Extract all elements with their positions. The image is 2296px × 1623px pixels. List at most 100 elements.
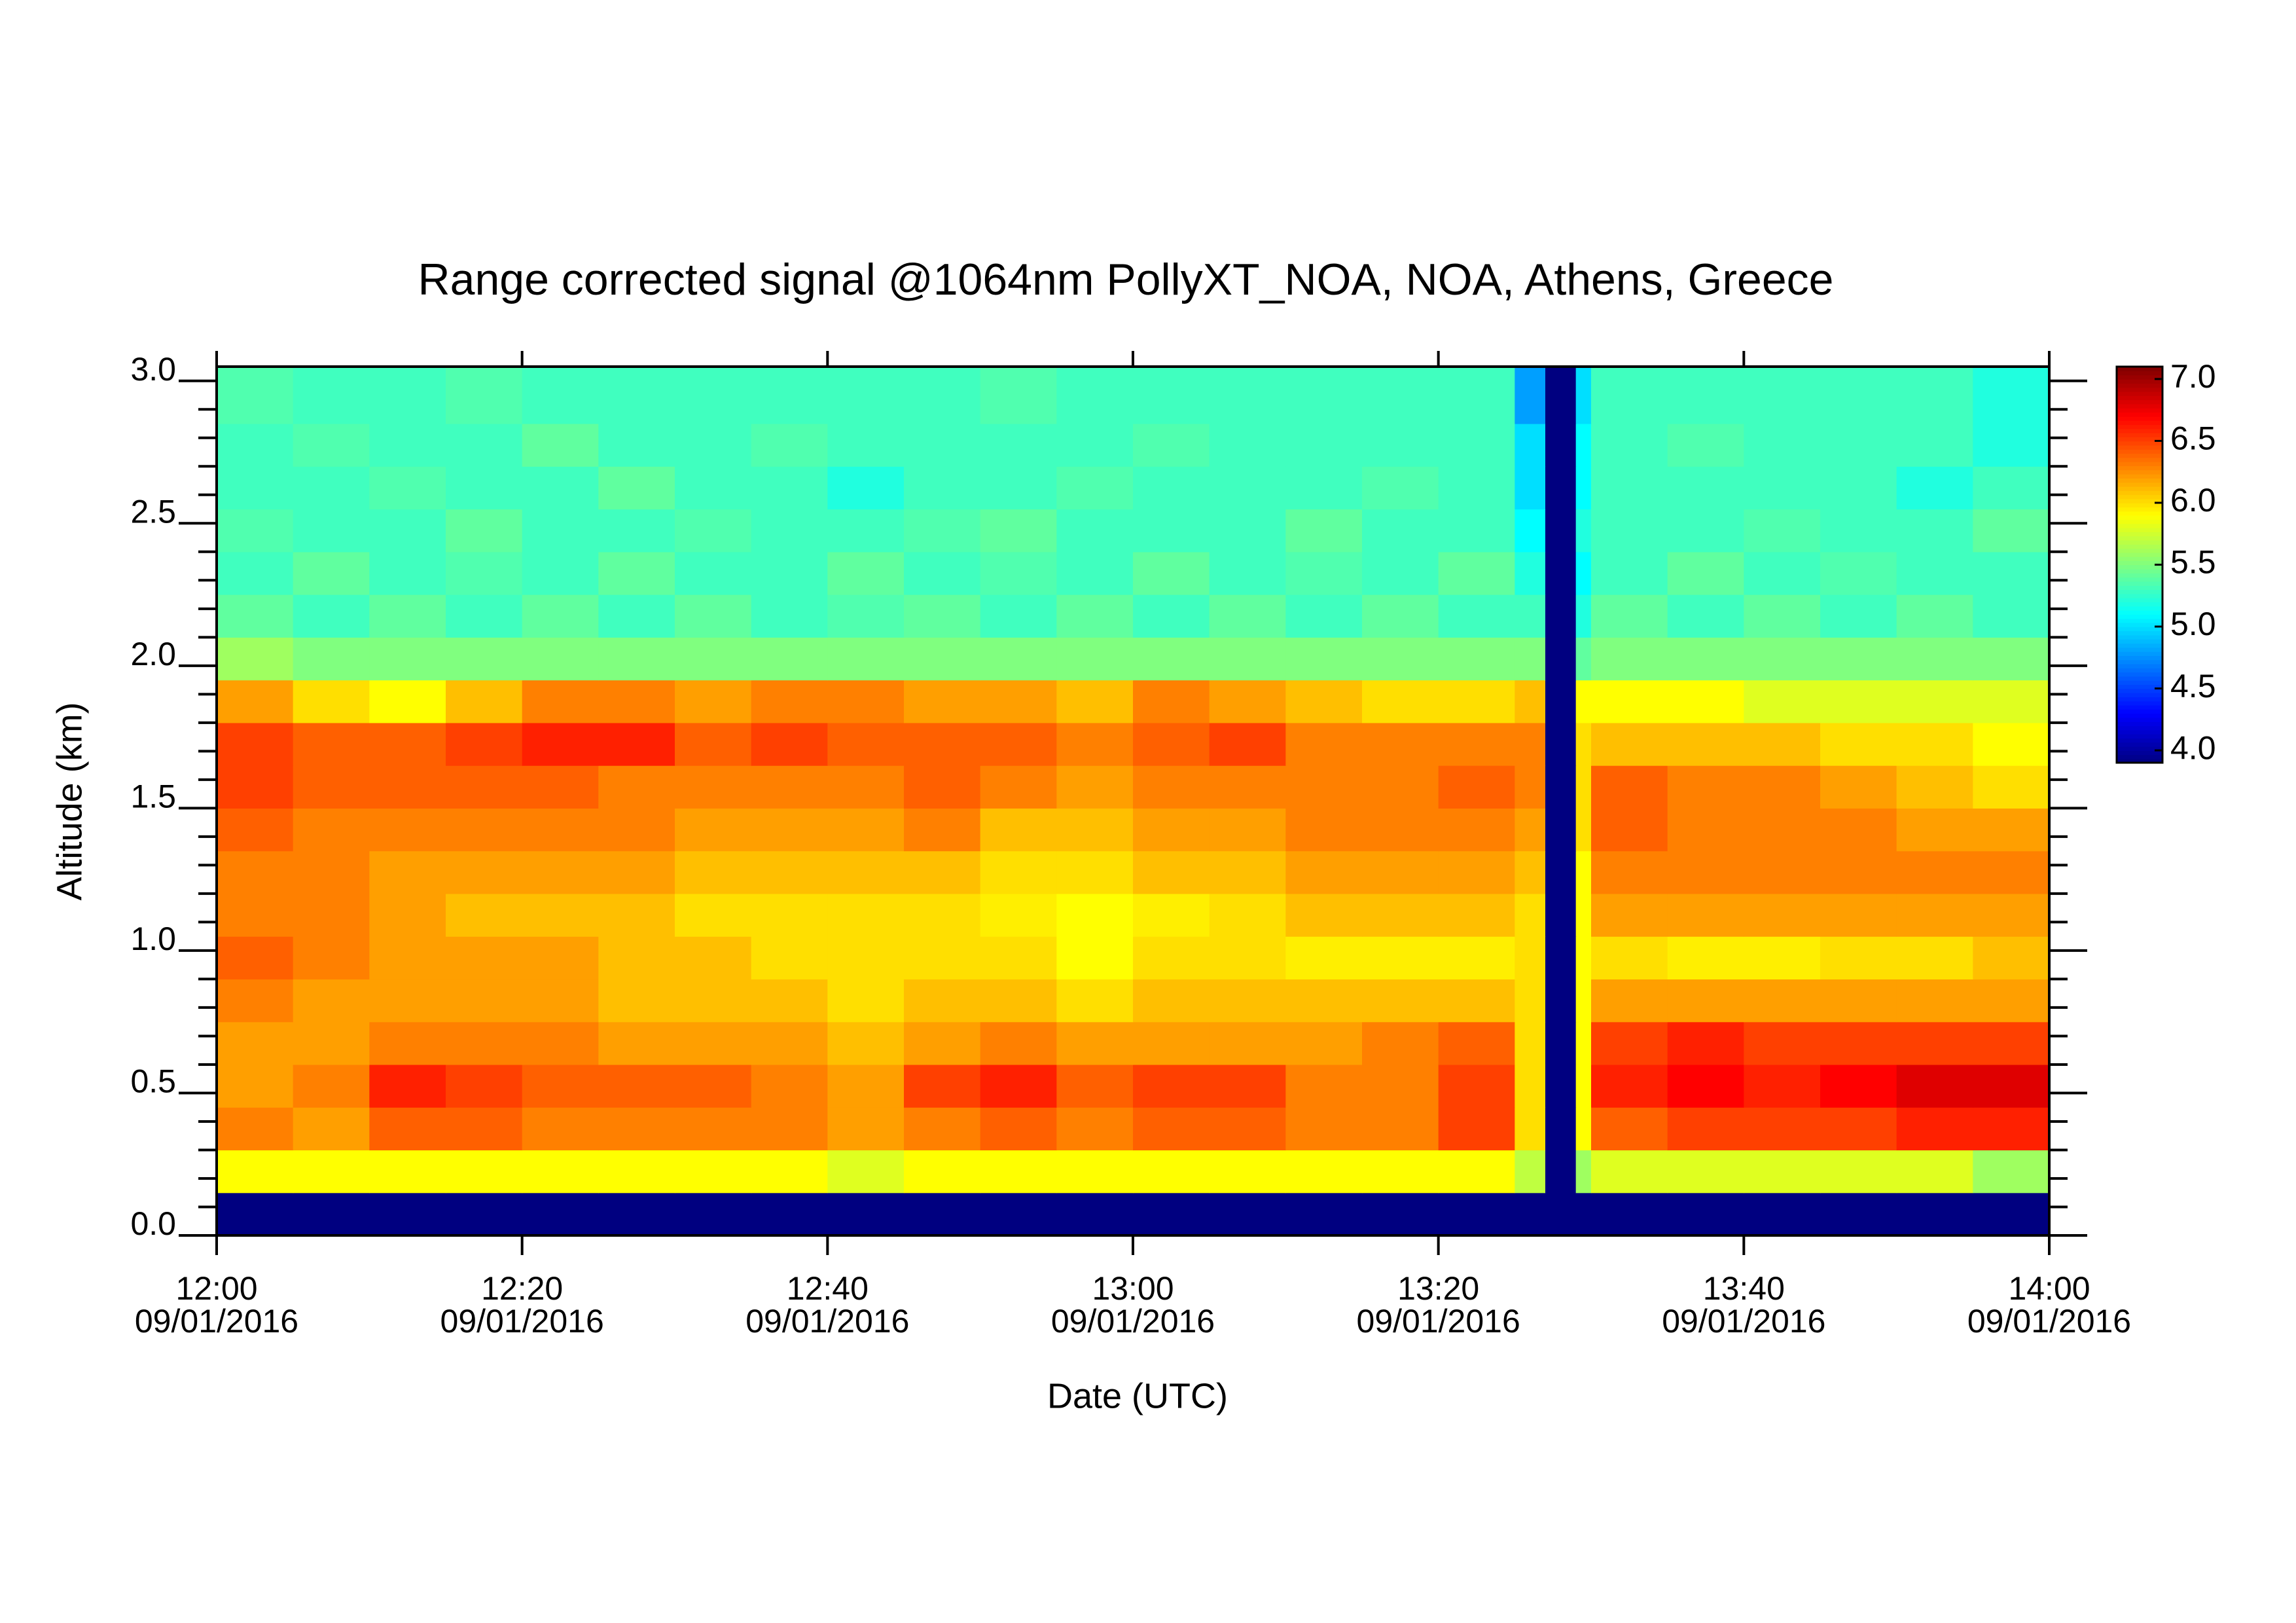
heatmap-cell	[1056, 594, 1134, 638]
heatmap-cell	[1133, 1150, 1210, 1194]
colorbar-segment	[2117, 738, 2162, 743]
heatmap-cell	[1362, 637, 1439, 681]
heatmap-cell	[1133, 850, 1210, 894]
heatmap-cell	[1973, 680, 2050, 723]
heatmap-cell	[1820, 722, 1897, 766]
heatmap-cell	[1744, 509, 1821, 553]
colorbar-segment	[2117, 684, 2162, 689]
heatmap-cell	[1545, 1107, 1577, 1151]
heatmap-cell	[217, 637, 294, 681]
y-tick-label: 0.0	[130, 1205, 176, 1242]
colorbar-segment	[2117, 709, 2162, 714]
heatmap-cell	[980, 765, 1057, 809]
heatmap-cell	[1575, 722, 1592, 766]
heatmap-cell	[1591, 850, 1668, 894]
heatmap-cell	[1515, 1064, 1546, 1108]
heatmap-cell	[1285, 1150, 1363, 1194]
colorbar-segment	[2117, 602, 2162, 607]
heatmap-cell	[1591, 979, 1668, 1023]
heatmap-cell	[1545, 722, 1577, 766]
heatmap-cell	[904, 850, 981, 894]
heatmap-cell	[1133, 1192, 1210, 1236]
heatmap-cell	[446, 893, 523, 937]
heatmap-cell	[1591, 1021, 1668, 1065]
colorbar-segment	[2117, 717, 2162, 722]
heatmap-cell	[522, 551, 599, 595]
heatmap-cell	[446, 424, 523, 467]
heatmap-cell	[1438, 680, 1515, 723]
colorbar-segment	[2117, 367, 2162, 372]
heatmap-cell	[1820, 850, 1897, 894]
heatmap-cell	[1973, 893, 2050, 937]
colorbar-segment	[2117, 399, 2162, 405]
heatmap-cell	[1896, 1150, 1973, 1194]
heatmap-cell	[522, 1021, 599, 1065]
heatmap-cell	[1744, 367, 1821, 424]
heatmap-cell	[904, 637, 981, 681]
heatmap-cell	[1056, 1107, 1134, 1151]
heatmap-cell	[1545, 466, 1577, 510]
colorbar-segment	[2117, 573, 2162, 578]
colorbar-segment	[2117, 606, 2162, 611]
heatmap-cell	[1744, 680, 1821, 723]
heatmap-cell	[1056, 1192, 1134, 1236]
heatmap-cell	[293, 1107, 370, 1151]
heatmap-cell	[1591, 637, 1668, 681]
x-tick-date: 09/01/2016	[745, 1303, 909, 1340]
heatmap-cell	[1575, 1150, 1592, 1194]
heatmap-cell	[1667, 765, 1744, 809]
colorbar-tick-label: 7.0	[2170, 358, 2216, 395]
heatmap-cell	[1133, 893, 1210, 937]
colorbar-segment	[2117, 408, 2162, 413]
heatmap-cell	[751, 765, 828, 809]
heatmap-cell	[598, 1064, 675, 1108]
heatmap-cell	[675, 893, 752, 937]
colorbar-segment	[2117, 742, 2162, 747]
x-tick-date: 09/01/2016	[1967, 1303, 2131, 1340]
heatmap-cell	[980, 722, 1057, 766]
heatmap-cell	[904, 1107, 981, 1151]
heatmap-cell	[1744, 722, 1821, 766]
chart-title: Range corrected signal @1064nm PollyXT_N…	[418, 255, 1834, 304]
heatmap-cell	[1820, 1021, 1897, 1065]
heatmap-cell	[1820, 551, 1897, 595]
heatmap-cell	[675, 850, 752, 894]
heatmap-cell	[293, 1150, 370, 1194]
heatmap-cell	[1438, 979, 1515, 1023]
heatmap-cell	[1973, 637, 2050, 681]
heatmap-cell	[217, 722, 294, 766]
heatmap-cell	[1820, 979, 1897, 1023]
heatmap-cell	[1209, 1021, 1286, 1065]
heatmap-cell	[1285, 637, 1363, 681]
heatmap-cell	[1209, 637, 1286, 681]
heatmap-cell	[598, 1150, 675, 1194]
heatmap-cell	[751, 1150, 828, 1194]
heatmap-cell	[675, 808, 752, 852]
heatmap-cell	[1896, 1064, 1973, 1108]
colorbar-segment	[2117, 424, 2162, 429]
colorbar-segment	[2117, 428, 2162, 433]
heatmap-cell	[1896, 424, 1973, 467]
heatmap-cell	[1133, 637, 1210, 681]
heatmap-cell	[598, 637, 675, 681]
heatmap-cell	[827, 1021, 905, 1065]
heatmap-cell	[1973, 850, 2050, 894]
heatmap-cell	[1438, 1192, 1515, 1236]
heatmap-cell	[751, 1107, 828, 1151]
heatmap-cell	[598, 893, 675, 937]
colorbar-segment	[2117, 634, 2162, 640]
heatmap-cell	[1056, 367, 1134, 424]
colorbar-segment	[2117, 593, 2162, 598]
heatmap-cell	[1896, 765, 1973, 809]
heatmap-cell	[751, 551, 828, 595]
heatmap-cell	[1438, 551, 1515, 595]
heatmap-cell	[446, 722, 523, 766]
colorbar-segment	[2117, 672, 2162, 677]
heatmap-cell	[1575, 509, 1592, 553]
heatmap-cell	[522, 1064, 599, 1108]
heatmap-cell	[598, 722, 675, 766]
heatmap-cell	[1896, 1192, 1973, 1236]
heatmap-cell	[1285, 722, 1363, 766]
heatmap-cell	[1667, 722, 1744, 766]
heatmap-cell	[1896, 1107, 1973, 1151]
